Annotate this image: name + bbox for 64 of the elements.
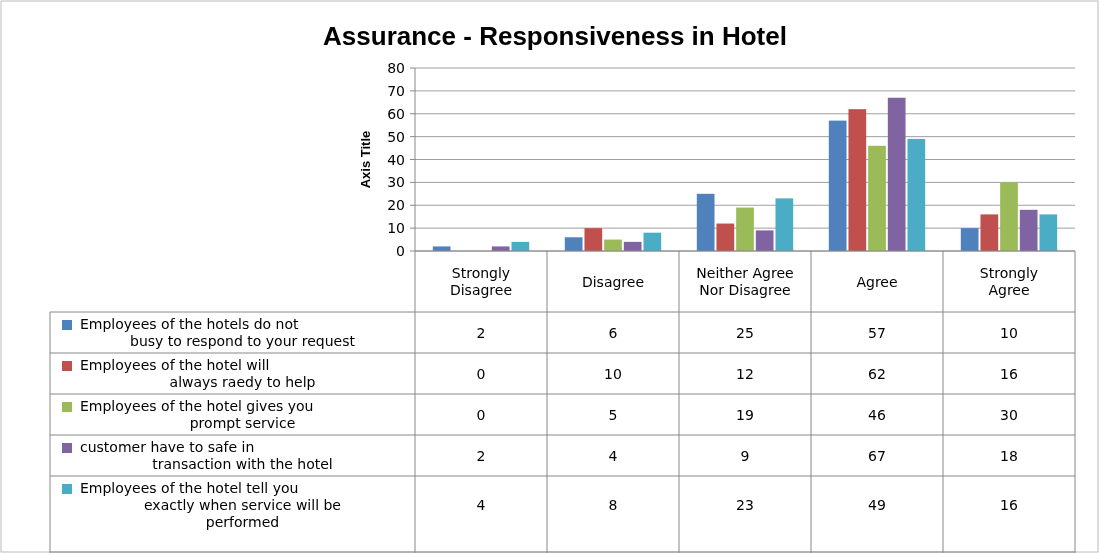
legend-label: Employees of the hotel tell you exactly when service will be performed [80,480,341,530]
data-label: 5 [608,406,618,423]
y-tick-label: 70 [387,82,405,99]
y-tick-label: 50 [387,128,405,145]
legend-label: Employees of the hotel gives you prompt service [80,398,314,431]
bar [887,97,906,251]
x-tick-label: Strongly Disagree [449,265,513,298]
legend-label: Employees of the hotel will always raedy to help [80,357,316,390]
data-label: 18 [1000,447,1018,464]
data-label: 19 [736,406,754,423]
y-tick-label: 30 [387,174,405,191]
x-tick-label: Strongly Agree [979,265,1039,298]
bar [696,193,715,251]
data-label: 25 [736,324,754,341]
data-label: 49 [868,497,886,513]
data-label: 0 [476,406,486,423]
bar [755,230,774,251]
bar [960,228,979,251]
bar [564,237,583,251]
bar [1019,209,1038,251]
data-label: 4 [608,447,618,464]
legend-label: customer have to safe in transaction with the hotel [80,439,333,472]
data-label: 0 [476,365,486,382]
y-tick-label: 20 [387,197,405,214]
data-label: 16 [1000,365,1018,382]
data-label: 12 [736,365,754,382]
data-label: 10 [604,365,622,382]
bar [1039,214,1058,251]
data-label: 2 [476,447,486,464]
data-label: 16 [1000,497,1018,513]
y-tick-label: 0 [396,243,405,259]
data-label: 30 [1000,406,1018,423]
bar [643,232,662,251]
x-tick-label: Agree [856,273,898,290]
y-axis-title: Axis Title [358,130,373,189]
bar [980,214,999,251]
bar [775,198,794,251]
data-label: 6 [608,324,618,341]
x-tick-label: Neither Agree Nor Disagree [696,265,794,298]
data-label: 2 [476,324,486,341]
y-tick-label: 60 [387,105,405,122]
bar [848,109,867,251]
data-label: 4 [476,497,486,513]
y-tick-label: 80 [387,60,405,76]
bar [1000,182,1018,251]
data-label: 57 [868,324,886,341]
bar [907,138,926,251]
legend-label: Employees of the hotels do not busy to respond to your request [80,316,356,349]
chart-title: Assurance - Responsiveness in Hotel [323,21,787,51]
data-label: 46 [868,406,886,423]
data-label: 62 [868,365,886,382]
data-label: 8 [608,497,618,513]
bar [584,228,603,251]
y-tick-label: 10 [387,220,405,237]
x-tick-label: Disagree [581,273,645,290]
y-tick-label: 40 [387,151,405,168]
data-label: 23 [736,497,754,513]
bar [868,145,886,251]
data-label: 9 [740,447,750,464]
bar [736,207,754,251]
bar [828,120,847,251]
data-label: 10 [1000,324,1018,341]
bar [716,223,735,251]
data-label: 67 [868,447,886,464]
